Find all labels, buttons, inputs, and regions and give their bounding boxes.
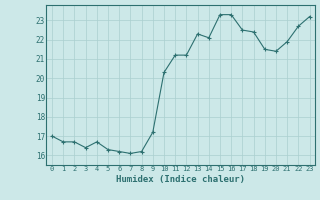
X-axis label: Humidex (Indice chaleur): Humidex (Indice chaleur) xyxy=(116,175,245,184)
